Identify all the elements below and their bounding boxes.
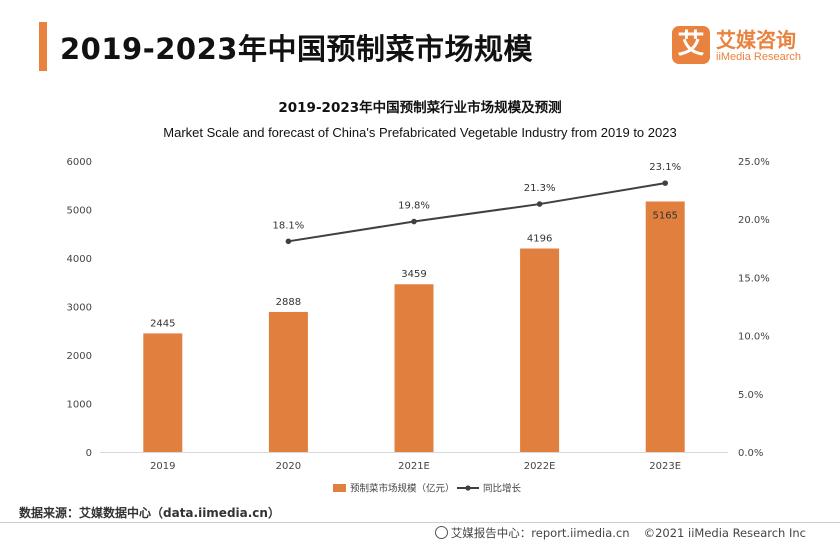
chart-subtitle: Market Scale and forecast of China's Pre… (163, 125, 677, 140)
growth-rate-point (536, 201, 543, 207)
bar-value-label: 5165 (652, 210, 677, 221)
growth-rate-point (285, 238, 292, 245)
y-left-tick-label: 2000 (67, 351, 92, 362)
growth-rate-line (288, 182, 666, 243)
y-left-tick-label: 4000 (67, 254, 92, 265)
page-title: 2019-2023年中国预制菜市场规模 (60, 32, 533, 66)
bar (143, 333, 183, 452)
title-accent-bar (39, 22, 47, 71)
y-left-tick-label: 6000 (67, 157, 92, 168)
report-center-link[interactable]: 艾媒报告中心：report.iimedia.cn (450, 526, 630, 540)
copyright-text: ©2021 iiMedia Research Inc (643, 526, 806, 540)
bar (268, 311, 308, 452)
y-right-tick-label: 5.0% (738, 390, 763, 401)
x-tick-label: 2019 (150, 461, 175, 472)
y-right-tick-label: 10.0% (738, 332, 770, 343)
logo-english-name: iiMedia Research (716, 51, 801, 63)
x-tick-label: 2023E (649, 461, 681, 472)
brand-logo: 艾 艾媒咨询 iiMedia Research (672, 24, 822, 72)
y-left-tick-label: 3000 (67, 303, 92, 314)
logo-chinese-name: 艾媒咨询 (716, 28, 796, 52)
footer-divider (0, 522, 840, 523)
y-right-tick-label: 20.0% (738, 215, 770, 226)
growth-rate-label: 19.8% (398, 201, 430, 212)
bar (645, 201, 685, 452)
growth-rate-point (411, 218, 417, 225)
data-source-note: 数据来源：艾媒数据中心（data.iimedia.cn） (19, 506, 280, 520)
y-right-tick-label: 15.0% (738, 273, 770, 284)
globe-icon (434, 526, 448, 539)
x-tick-label: 2021E (398, 461, 430, 472)
legend-bar-swatch (333, 484, 346, 492)
bar-value-label: 3459 (401, 269, 426, 280)
y-left-tick-label: 5000 (67, 206, 92, 217)
bar (520, 248, 560, 452)
logo-mark-icon: 艾 (672, 26, 710, 64)
bar-value-label: 2445 (150, 318, 175, 329)
footer-bar: 艾媒报告中心：report.iimedia.cn ©2021 iiMedia Re… (434, 525, 806, 541)
bar (394, 284, 434, 452)
bar-value-label: 4196 (527, 233, 552, 244)
growth-rate-label: 21.3% (524, 183, 556, 194)
y-right-tick-label: 0.0% (738, 448, 763, 459)
legend-bar-label: 预制菜市场规模（亿元） (350, 483, 455, 495)
growth-rate-label: 23.1% (649, 162, 681, 173)
y-left-tick-label: 1000 (67, 400, 92, 411)
legend-line-label: 同比增长 (483, 483, 522, 495)
chart-title: 2019-2023年中国预制菜行业市场规模及预测 (278, 100, 562, 116)
legend-line-marker (465, 485, 471, 491)
y-left-tick-label: 0 (86, 448, 92, 459)
x-tick-label: 2022E (524, 461, 556, 472)
growth-rate-point (662, 180, 668, 186)
y-right-tick-label: 25.0% (738, 157, 770, 168)
x-tick-label: 2020 (276, 461, 301, 472)
bar-value-label: 2888 (276, 297, 301, 308)
growth-rate-label: 18.1% (273, 220, 305, 231)
